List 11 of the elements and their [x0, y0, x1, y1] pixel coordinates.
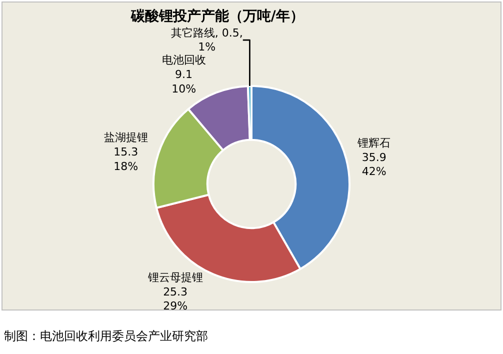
data-label: 15.3 18% — [114, 145, 138, 173]
slice-label: 电池回收 — [162, 54, 206, 67]
data-label: 35.9 42% — [362, 150, 386, 178]
text: 制图：电池回收利用委员会产业研究部 — [4, 329, 208, 343]
slice-label: 其它路线, 0.5, 1% — [170, 26, 243, 54]
data-label: 9.1 10% — [172, 68, 196, 96]
slice-label: 盐湖提锂 — [104, 131, 148, 144]
data-label: 25.3 29% — [163, 285, 188, 313]
chart-title: 碳酸锂投产产能（万吨/年） — [130, 7, 304, 24]
slice-label: 锂辉石 — [356, 136, 391, 150]
slice-label: 锂云母提锂 — [146, 271, 203, 284]
